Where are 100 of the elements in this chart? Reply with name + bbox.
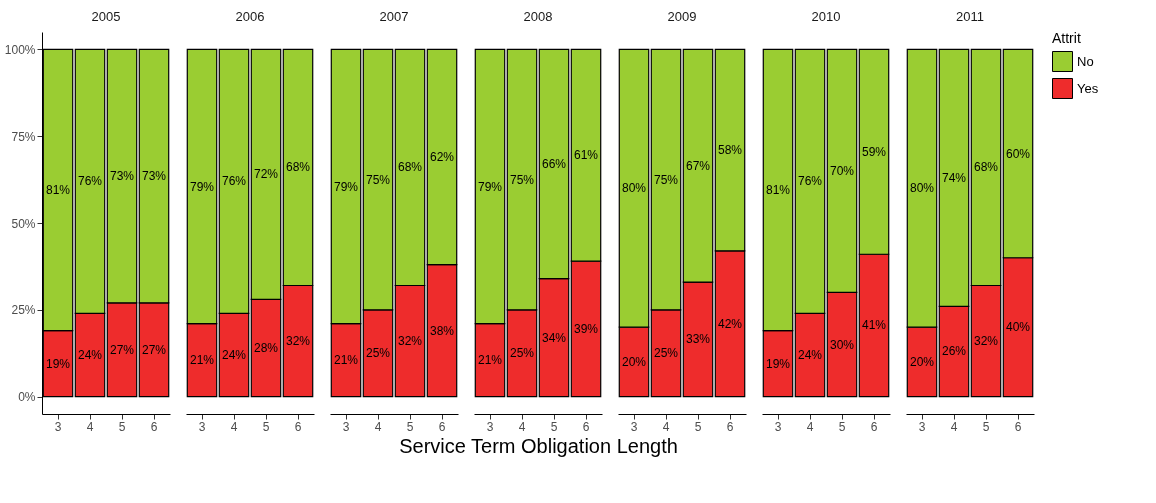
data-label: 72% — [253, 167, 279, 182]
x-tick-label: 4 — [950, 419, 958, 434]
x-tick-label: 6 — [438, 419, 446, 434]
x-tick-label: 6 — [150, 419, 158, 434]
data-label: 67% — [685, 158, 711, 173]
chart-title: 2009 — [667, 9, 697, 24]
x-tick-label: 3 — [342, 419, 350, 434]
y-tick-label: 0% — [18, 390, 36, 405]
x-tick-label: 5 — [262, 419, 270, 434]
chart-title: 2011 — [956, 9, 984, 24]
y-tick-label: 100% — [4, 42, 36, 57]
chart-title: 2006 — [235, 9, 265, 24]
x-tick-label: 6 — [582, 419, 590, 434]
x-tick-label: 6 — [1014, 419, 1022, 434]
data-label: 24% — [77, 347, 103, 362]
legend-label: No — [1077, 53, 1094, 69]
data-label: 81% — [765, 183, 791, 198]
data-label: 20% — [621, 354, 647, 369]
data-label: 24% — [797, 347, 823, 362]
data-label: 75% — [653, 172, 679, 187]
y-tick-label: 25% — [11, 303, 36, 318]
x-tick-label: 4 — [86, 419, 94, 434]
data-label: 30% — [829, 337, 855, 352]
x-tick-label: 3 — [630, 419, 638, 434]
data-label: 75% — [509, 172, 535, 187]
legend-title: Attrit — [1052, 30, 1081, 46]
data-label: 70% — [829, 163, 855, 178]
data-label: 28% — [253, 341, 279, 356]
x-tick-label: 6 — [294, 419, 302, 434]
chart-title: 2005 — [91, 9, 121, 24]
data-label: 62% — [429, 150, 455, 165]
x-tick-label: 5 — [550, 419, 558, 434]
data-label: 68% — [285, 160, 311, 175]
x-tick-label: 3 — [774, 419, 782, 434]
x-tick-label: 4 — [662, 419, 670, 434]
data-label: 19% — [45, 356, 71, 371]
x-tick-label: 5 — [118, 419, 126, 434]
data-label: 74% — [941, 170, 967, 185]
y-tick-label: 75% — [11, 129, 36, 144]
x-tick-label: 3 — [486, 419, 494, 434]
data-label: 38% — [429, 323, 455, 338]
data-label: 42% — [717, 316, 743, 331]
data-label: 40% — [1005, 320, 1031, 335]
data-label: 21% — [189, 353, 215, 368]
data-label: 79% — [477, 179, 503, 194]
x-tick-label: 5 — [694, 419, 702, 434]
x-tick-label: 4 — [230, 419, 238, 434]
data-label: 20% — [909, 354, 935, 369]
chart-title: 2008 — [523, 9, 553, 24]
data-label: 79% — [333, 179, 359, 194]
data-label: 73% — [109, 169, 135, 184]
chart-title: 2010 — [811, 9, 841, 24]
data-label: 61% — [573, 148, 599, 163]
data-label: 81% — [45, 183, 71, 198]
data-label: 25% — [365, 346, 391, 361]
data-label: 32% — [973, 334, 999, 349]
data-label: 21% — [477, 353, 503, 368]
data-label: 21% — [333, 353, 359, 368]
data-label: 32% — [397, 334, 423, 349]
data-label: 25% — [509, 346, 535, 361]
x-axis-title: Service Term Obligation Length — [399, 434, 678, 457]
data-label: 34% — [541, 330, 567, 345]
x-tick-label: 3 — [918, 419, 926, 434]
data-label: 26% — [941, 344, 967, 359]
data-label: 24% — [221, 347, 247, 362]
legend-label: Yes — [1077, 80, 1099, 96]
data-label: 68% — [973, 160, 999, 175]
data-label: 32% — [285, 334, 311, 349]
data-label: 76% — [797, 174, 823, 189]
data-label: 19% — [765, 356, 791, 371]
data-label: 58% — [717, 143, 743, 158]
x-tick-label: 5 — [982, 419, 990, 434]
data-label: 27% — [141, 342, 167, 357]
data-label: 75% — [365, 172, 391, 187]
data-label: 68% — [397, 160, 423, 175]
data-label: 80% — [909, 181, 935, 196]
x-tick-label: 6 — [870, 419, 878, 434]
x-tick-label: 5 — [406, 419, 414, 434]
x-tick-label: 4 — [518, 419, 526, 434]
data-label: 76% — [221, 174, 247, 189]
data-label: 39% — [573, 321, 599, 336]
data-label: 33% — [685, 332, 711, 347]
y-tick-label: 50% — [11, 216, 36, 231]
chart-title: 2007 — [379, 9, 409, 24]
data-label: 27% — [109, 342, 135, 357]
data-label: 80% — [621, 181, 647, 196]
x-tick-label: 3 — [54, 419, 62, 434]
data-label: 59% — [861, 144, 887, 159]
data-label: 41% — [861, 318, 887, 333]
data-label: 79% — [189, 179, 215, 194]
data-label: 73% — [141, 169, 167, 184]
x-tick-label: 6 — [726, 419, 734, 434]
x-tick-label: 3 — [198, 419, 206, 434]
data-label: 25% — [653, 346, 679, 361]
data-label: 60% — [1005, 146, 1031, 161]
data-label: 76% — [77, 174, 103, 189]
x-tick-label: 5 — [838, 419, 846, 434]
data-label: 66% — [541, 156, 567, 171]
x-tick-label: 4 — [374, 419, 382, 434]
x-tick-label: 4 — [806, 419, 814, 434]
